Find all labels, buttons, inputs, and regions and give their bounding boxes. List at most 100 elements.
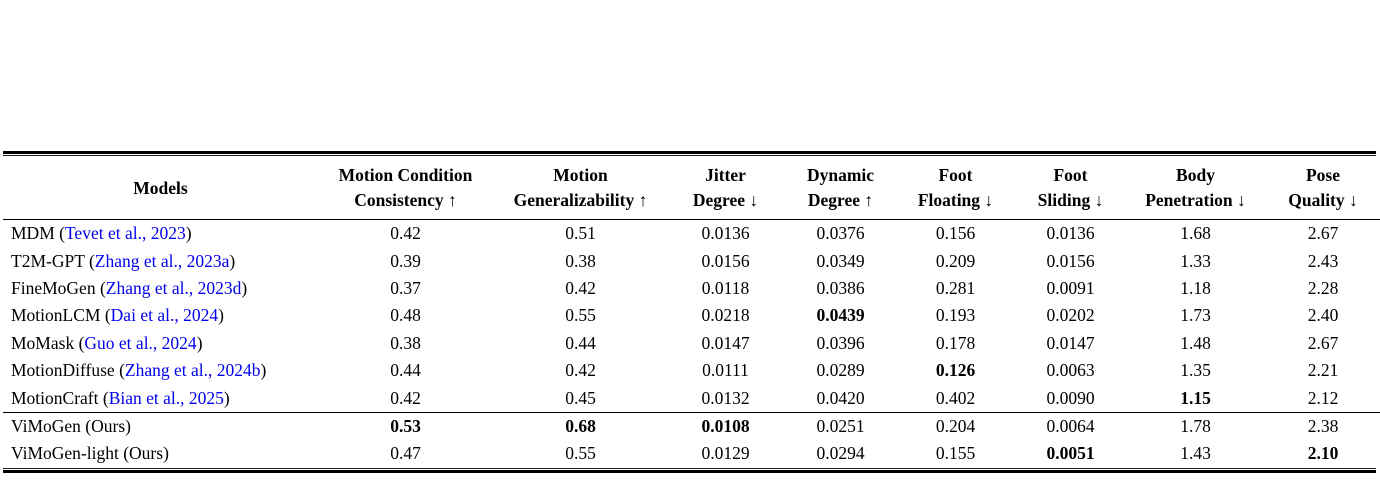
paren-open: (: [118, 443, 130, 464]
metric-value-cell: 1.33: [1180, 250, 1211, 271]
metric-value-cell: 0.51: [565, 223, 596, 244]
paren-open: (: [74, 332, 85, 353]
metric-value-cell: 2.21: [1307, 360, 1339, 381]
metric-value-cell: 0.55: [565, 443, 596, 464]
metric-value-cell: 0.0420: [783, 384, 898, 413]
table-row: FineMoGen (Zhang et al., 2023d) 0.37 0.42 0…: [3, 275, 1380, 302]
top-rule-thin-line: [3, 155, 1376, 157]
model-cell: MotionLCM (Dai et al., 2024): [3, 302, 318, 329]
citation-link[interactable]: Zhang et al., 2024b: [124, 360, 261, 381]
metric-value-cell: 0.38: [390, 332, 421, 353]
metric-value-cell: 0.42: [565, 277, 596, 298]
metric-value-cell: 0.42: [390, 223, 421, 244]
metric-value-cell: 0.281: [935, 277, 976, 298]
metric-value-cell: 0.0396: [816, 332, 865, 353]
metric-value-cell: 0.0108: [701, 415, 750, 436]
metric-value-cell: 0.44: [390, 360, 421, 381]
column-header-line2: Quality ↓: [1288, 190, 1358, 211]
bottom-rule-gap: [3, 468, 1376, 471]
model-cell: MDM (Tevet et al., 2023): [3, 220, 318, 248]
column-header-line2: Floating ↓: [917, 190, 994, 211]
model-cell: MotionDiffuse (Zhang et al., 2024b): [3, 357, 318, 384]
metric-value-cell: 1.15: [1128, 384, 1263, 413]
metric-value-cell: 0.0147: [701, 332, 750, 353]
metric-value-cell: 0.42: [565, 360, 596, 381]
column-header-line2: Degree ↓: [692, 190, 759, 211]
column-header-line1: Motion Condition: [338, 165, 473, 186]
model-name: ViMoGen: [11, 415, 81, 436]
model-cell: ViMoGen-light (Ours): [3, 440, 318, 467]
table-row: ViMoGen-light (Ours) 0.47 0.55 0.0129 0.0294…: [3, 440, 1380, 467]
model-name: FineMoGen: [11, 277, 96, 298]
table-top-rule: [3, 151, 1376, 157]
column-header-line1: Pose: [1305, 165, 1341, 186]
results-table-container: Models Motion Condition Consistency ↑ Motio…: [3, 151, 1380, 473]
metric-value-cell: 0.48: [390, 305, 421, 326]
citation-link[interactable]: Zhang et al., 2023d: [105, 277, 242, 298]
citation-link[interactable]: Guo et al., 2024: [84, 332, 197, 353]
metric-value-cell: 0.193: [935, 305, 976, 326]
results-table: Models Motion Condition Consistency ↑ Motio…: [3, 156, 1380, 468]
column-header-line1: Dynamic: [806, 165, 875, 186]
metric-value-cell: 0.126: [935, 360, 976, 381]
model-cell: FineMoGen (Zhang et al., 2023d): [3, 275, 318, 302]
paren-close: ): [125, 415, 131, 436]
metric-value-cell: 0.0156: [1046, 250, 1095, 271]
column-header-models: Models: [3, 156, 318, 221]
table-row: MotionCraft (Bian et al., 2025) 0.42 0.45 0…: [3, 384, 1380, 413]
baseline-rows-group: MDM (Tevet et al., 2023) 0.42 0.51 0.0136 0.…: [3, 220, 1380, 413]
paren-close: ): [241, 277, 248, 298]
paren-open: (: [100, 305, 111, 326]
paren-open: (: [98, 387, 109, 408]
table-row: MotionLCM (Dai et al., 2024) 0.48 0.55 0.02…: [3, 302, 1380, 329]
paren-close: ): [229, 250, 236, 271]
paren-close: ): [185, 223, 192, 244]
column-header-line2: Consistency ↑: [354, 190, 457, 211]
metric-value-cell: 0.0376: [816, 223, 865, 244]
column-header-body-penetration: Body Penetration ↓: [1128, 156, 1263, 221]
column-header-line1: Jitter: [705, 165, 746, 186]
metric-value-cell: 0.0386: [816, 277, 865, 298]
metric-value-cell: 0.0156: [701, 250, 750, 271]
metric-value-cell: 0.45: [493, 384, 668, 413]
metric-value-cell: 2.38: [1307, 415, 1339, 436]
metric-value-cell: 0.0064: [1046, 415, 1095, 436]
ours-label: Ours: [129, 443, 164, 464]
model-name: MotionCraft: [11, 387, 99, 408]
column-header-motion-generalizability: Motion Generalizability ↑: [493, 156, 668, 221]
model-name: MDM: [11, 223, 55, 244]
metric-value-cell: 1.78: [1180, 415, 1211, 436]
metric-value-cell: 0.55: [565, 305, 596, 326]
metric-value-cell: 0.0147: [1046, 332, 1095, 353]
paren-open: (: [54, 223, 65, 244]
metric-value-cell: 2.40: [1307, 305, 1339, 326]
top-rule-thick-line: [3, 151, 1376, 154]
table-row: T2M-GPT (Zhang et al., 2023a) 0.39 0.38 0.0…: [3, 248, 1380, 275]
column-header-line2: Degree ↑: [807, 190, 874, 211]
citation-link[interactable]: Dai et al., 2024: [110, 305, 219, 326]
citation-link[interactable]: Bian et al., 2025: [108, 387, 224, 408]
citation-link[interactable]: Tevet et al., 2023: [64, 223, 186, 244]
metric-value-cell: 0.44: [565, 332, 596, 353]
column-header-foot-floating: Foot Floating ↓: [898, 156, 1013, 221]
citation-link[interactable]: Zhang et al., 2023a: [94, 250, 230, 271]
column-header-line1: Foot: [1053, 165, 1088, 186]
metric-value-cell: 2.12: [1263, 384, 1380, 413]
paren-close: ): [218, 305, 224, 326]
metric-value-cell: 0.0294: [816, 443, 865, 464]
metric-value-cell: 0.47: [390, 443, 421, 464]
model-cell: T2M-GPT (Zhang et al., 2023a): [3, 248, 318, 275]
metric-value-cell: 0.209: [935, 250, 976, 271]
metric-value-cell: 0.37: [390, 277, 421, 298]
table-row: ViMoGen (Ours) 0.53 0.68 0.0108 0.0251 0.204 0…: [3, 412, 1380, 440]
metric-value-cell: 0.0202: [1046, 305, 1095, 326]
metric-value-cell: 0.39: [390, 250, 421, 271]
table-bottom-rule: [3, 467, 1376, 473]
ours-label: Ours: [91, 415, 126, 436]
metric-value-cell: 1.48: [1180, 332, 1211, 353]
paren-open: (: [80, 415, 92, 436]
paren-open: (: [95, 277, 106, 298]
metric-value-cell: 0.0051: [1046, 443, 1095, 464]
column-header-line2: Penetration ↓: [1145, 190, 1246, 211]
